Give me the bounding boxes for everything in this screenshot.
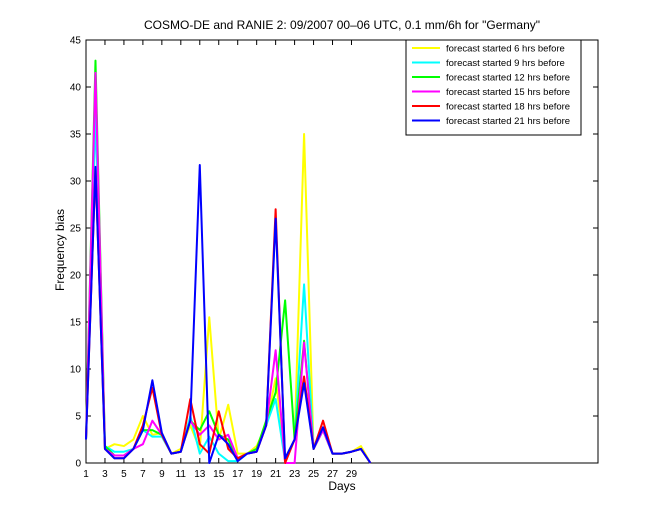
x-tick-label: 15 — [213, 469, 225, 480]
x-tick-label: 27 — [327, 469, 339, 480]
legend-label: forecast started 9 hrs before — [446, 58, 565, 69]
x-tick-label: 3 — [102, 469, 108, 480]
x-tick-label: 19 — [251, 469, 263, 480]
legend-label: forecast started 6 hrs before — [446, 44, 565, 55]
y-axis-label: Frequency bias — [53, 209, 67, 291]
x-tick-label: 9 — [159, 469, 165, 480]
y-tick-label: 0 — [75, 459, 81, 470]
y-axis-ticks: 0 5 10 15 20 25 30 35 40 45 — [70, 36, 598, 470]
series-line-6 — [85, 164, 372, 464]
y-tick-label: 35 — [70, 130, 82, 141]
x-tick-label: 23 — [289, 469, 301, 480]
x-tick-label: 7 — [140, 469, 146, 480]
x-tick-label: 5 — [121, 469, 127, 480]
y-tick-label: 20 — [70, 271, 82, 282]
x-tick-label: 13 — [194, 469, 206, 480]
y-tick-label: 15 — [70, 318, 82, 329]
legend-box — [405, 39, 582, 136]
y-tick-label: 40 — [70, 83, 82, 94]
x-tick-label: 1 — [83, 469, 89, 480]
y-tick-label: 5 — [75, 412, 81, 423]
y-tick-label: 45 — [70, 36, 82, 47]
x-tick-label: 11 — [176, 469, 187, 480]
legend: forecast started 6 hrs before forecast st… — [405, 39, 582, 136]
legend-label: forecast started 15 hrs before — [446, 87, 570, 98]
y-tick-label: 25 — [70, 224, 82, 235]
y-tick-label: 30 — [70, 177, 82, 188]
y-tick-label: 10 — [70, 365, 82, 376]
legend-label: forecast started 21 hrs before — [446, 116, 570, 127]
x-axis-label: Days — [328, 479, 355, 493]
legend-label: forecast started 12 hrs before — [446, 73, 570, 84]
x-tick-label: 25 — [308, 469, 320, 480]
x-tick-label: 21 — [270, 469, 282, 480]
x-tick-label: 17 — [232, 469, 244, 480]
series-lines — [85, 59, 372, 464]
legend-label: forecast started 18 hrs before — [446, 102, 570, 113]
chart-title: COSMO-DE and RANIE 2: 09/2007 00–06 UTC,… — [144, 18, 540, 32]
x-tick-label: 29 — [346, 469, 358, 480]
x-axis-ticks: 1 3 5 7 9 11 13 15 17 19 21 23 25 27 29 — [83, 40, 357, 480]
